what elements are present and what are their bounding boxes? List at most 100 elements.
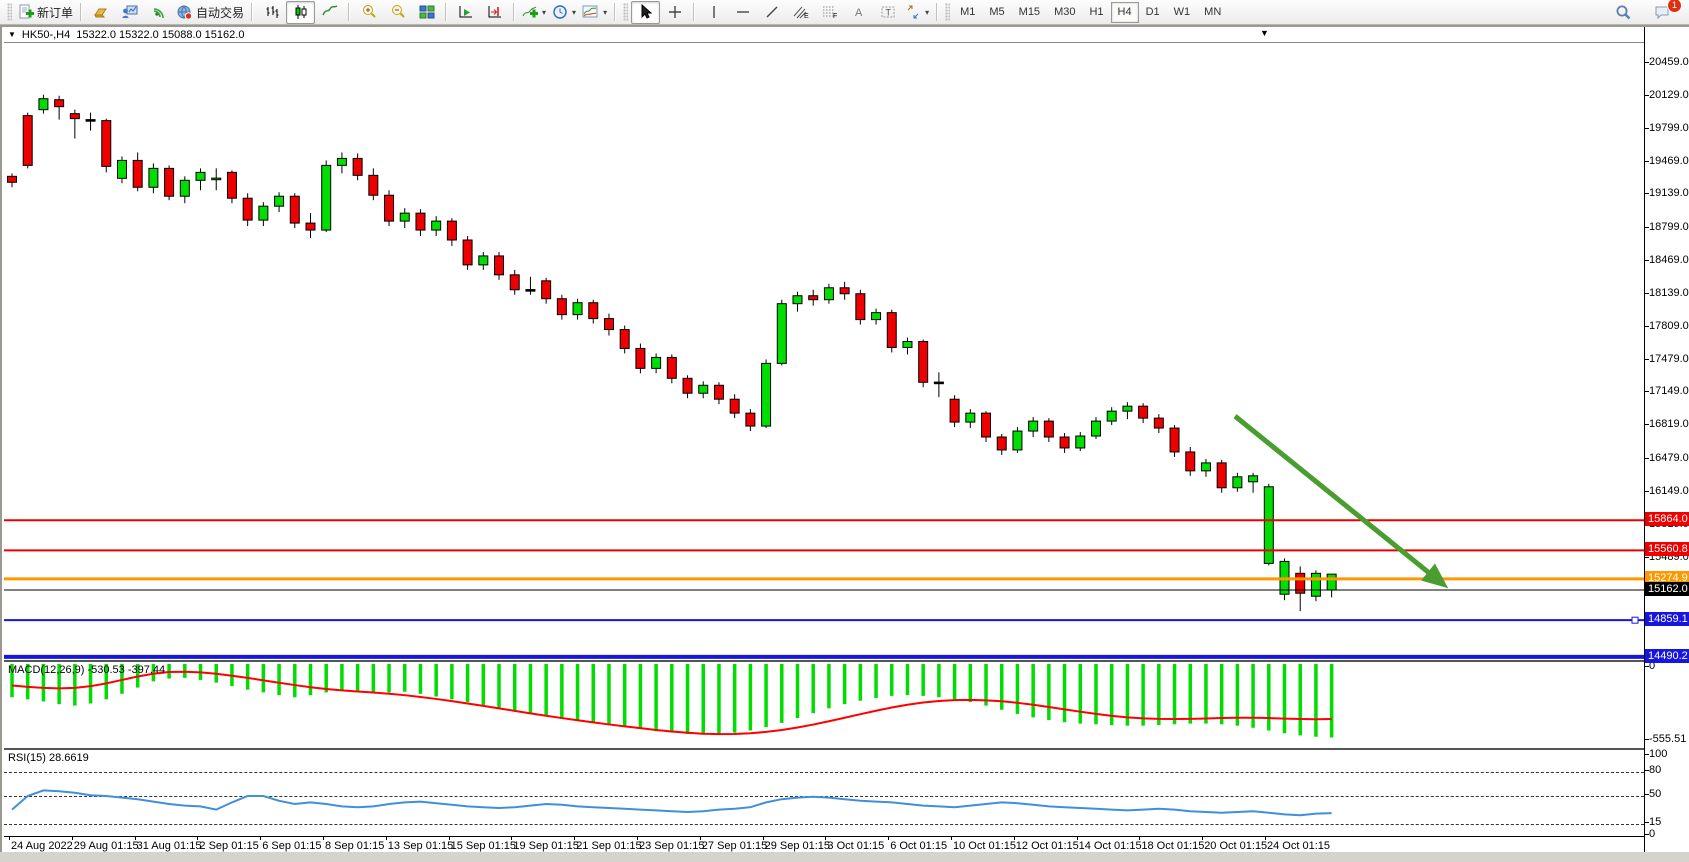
chart-symbol-period: HK50-,H4 [21, 28, 71, 41]
trendline-tool-button[interactable] [757, 1, 786, 24]
timeframe-w1[interactable]: W1 [1173, 6, 1191, 18]
candle [713, 382, 724, 405]
time-tick [1202, 836, 1204, 840]
line-handle[interactable] [1631, 616, 1639, 624]
time-tick [637, 836, 638, 840]
time-tick [951, 836, 952, 840]
chart-shift-icon [488, 6, 501, 18]
chart-ohlc-quotes: 15322.0 15322.0 15088.0 15162.0 [76, 28, 245, 41]
axis-tick [1645, 822, 1649, 823]
horizontal-line-tool-button[interactable] [728, 1, 757, 24]
candle [211, 168, 222, 191]
axis-tick [1645, 770, 1649, 771]
trend-arrow[interactable] [1233, 414, 1449, 589]
zoom-in-button[interactable] [354, 1, 383, 24]
arrows-icon [907, 5, 919, 19]
price-scale[interactable]: 20459.0 20129.0 19799.0 19469.0 19139.0 18799… [1644, 27, 1689, 854]
timeframe-m30[interactable]: M30 [1054, 6, 1076, 18]
auto-scroll-button[interactable] [451, 1, 480, 24]
rsi-pane[interactable]: RSI(15) 28.6619 [4, 748, 1644, 838]
strategy-tester-button[interactable] [115, 1, 144, 24]
candle [1059, 433, 1070, 453]
market-watch-button[interactable] [86, 1, 115, 24]
tile-windows-icon [419, 5, 435, 19]
candle [1169, 425, 1180, 457]
zoom-out-button[interactable] [383, 1, 412, 24]
axis-tick-label: 19139.0 [1649, 187, 1689, 200]
timeframe-h4[interactable]: H4 [1110, 1, 1139, 23]
axis-tick [1645, 556, 1649, 558]
chart-menu-arrow-icon[interactable]: ▼ [8, 30, 16, 39]
macd-pane[interactable]: MACD(12,26,9) -530.53 -397.44 [4, 660, 1644, 748]
fibonacci-tool-button[interactable]: F [815, 1, 844, 24]
time-tick [9, 836, 10, 840]
bar-chart-icon [266, 6, 279, 18]
templates-button[interactable]: ▾ [579, 1, 610, 24]
price-line-label: 14490.2 [1645, 648, 1689, 663]
timeframe-m1[interactable]: M1 [960, 6, 976, 18]
candle [462, 236, 473, 270]
candle [886, 309, 897, 353]
timeframe-m15[interactable]: M15 [1018, 6, 1041, 18]
cursor-tool-button[interactable] [631, 0, 661, 24]
arrows-tool-button[interactable]: ▾ [902, 1, 932, 24]
signals-button[interactable] [144, 1, 173, 24]
algo-trading-button[interactable]: 自动交易 [173, 1, 247, 24]
crosshair-tool-button[interactable] [660, 1, 689, 24]
axis-tick-label: 80 [1649, 764, 1662, 776]
channel-tool-button[interactable]: E [786, 1, 815, 24]
axis-tick [1645, 260, 1649, 261]
candle [981, 411, 992, 442]
new-order-button[interactable]: 新订单 [15, 1, 76, 24]
periods-button[interactable]: ▾ [549, 1, 579, 24]
search-button[interactable] [1609, 1, 1638, 24]
price-line-label: 15864.0 [1645, 512, 1689, 527]
time-label: 13 Sep 01:15 [387, 840, 454, 852]
trendline-icon [766, 6, 778, 18]
candle [651, 353, 662, 374]
axis-tick [1645, 61, 1649, 63]
text-label-tool-button[interactable]: T [873, 1, 902, 24]
candle [871, 308, 882, 325]
candle [1248, 472, 1259, 493]
candle [384, 190, 395, 227]
time-label: 8 Sep 01:15 [325, 840, 385, 852]
tile-windows-button[interactable] [412, 1, 441, 24]
axis-tick [1645, 834, 1649, 835]
timeframe-m5[interactable]: M5 [989, 6, 1005, 18]
templates-icon [582, 5, 598, 18]
vertical-line-tool-button[interactable] [699, 1, 728, 24]
time-tick [511, 836, 513, 840]
channel-icon: E [793, 6, 809, 20]
macd-signal-line [11, 670, 1332, 736]
time-label: 21 Sep 01:15 [576, 840, 642, 852]
axis-tick-label: 19469.0 [1649, 154, 1689, 167]
bar-chart-button[interactable] [257, 1, 286, 24]
toolbar-grip [623, 3, 629, 21]
time-axis[interactable]: 24 Aug 2022 29 Aug 01:15 31 Aug 01:15 2 Sep… [4, 836, 1644, 855]
candle [431, 216, 442, 237]
candlestick-chart-button[interactable] [286, 0, 316, 24]
timeframe-h1[interactable]: H1 [1089, 6, 1104, 18]
time-label: 24 Aug 2022 [11, 840, 73, 852]
zoom-out-icon [391, 5, 405, 18]
chart-shift-button[interactable] [480, 1, 509, 24]
candle [525, 276, 536, 295]
main-chart-pane[interactable] [4, 42, 1644, 659]
time-tick [134, 836, 136, 840]
axis-tick [1645, 127, 1649, 129]
time-label: 31 Aug 01:15 [136, 840, 202, 852]
new-order-label: 新订单 [37, 5, 74, 20]
axis-tick-label: 50 [1649, 788, 1662, 800]
notifications-button[interactable]: 1 [1648, 0, 1682, 24]
text-tool-button[interactable]: A [844, 1, 873, 24]
line-chart-button[interactable] [315, 1, 344, 24]
scroll-end-marker-icon[interactable]: ▼ [1260, 28, 1269, 38]
svg-text:F: F [833, 13, 837, 20]
time-tick [71, 836, 73, 840]
indicators-button[interactable]: ▾ [519, 1, 549, 24]
timeframe-d1[interactable]: D1 [1145, 6, 1160, 18]
timeframe-mn[interactable]: MN [1204, 6, 1222, 18]
time-label: 24 Oct 01:15 [1267, 840, 1330, 852]
candle [478, 251, 489, 270]
